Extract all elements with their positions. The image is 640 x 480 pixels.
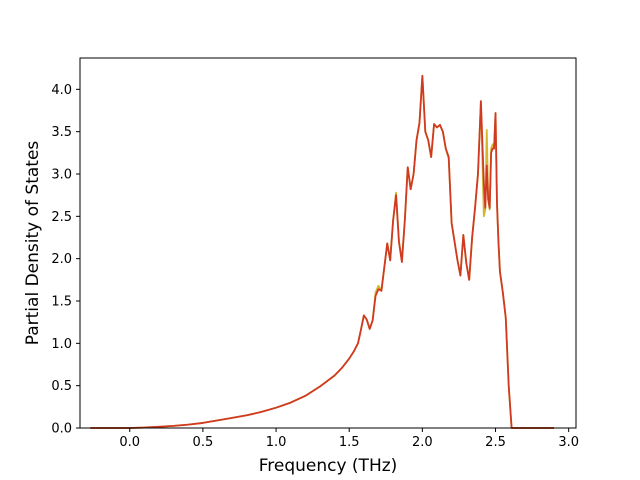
x-axis-label: Frequency (THz) bbox=[259, 456, 398, 476]
y-tick-label: 3.5 bbox=[51, 125, 72, 140]
y-tick-label: 1.5 bbox=[51, 294, 72, 309]
series-layer bbox=[90, 74, 555, 429]
x-tick-label: 2.0 bbox=[412, 435, 433, 450]
y-tick-label: 0.5 bbox=[51, 379, 72, 394]
x-tick-label: 3.0 bbox=[558, 435, 579, 450]
y-tick-label: 4.0 bbox=[51, 83, 72, 98]
y-tick-label: 3.0 bbox=[51, 167, 72, 182]
x-tick-label: 1.0 bbox=[266, 435, 287, 450]
x-tick-label: 2.5 bbox=[485, 435, 506, 450]
y-tick-label: 0.0 bbox=[51, 422, 72, 437]
plot-area-background bbox=[80, 58, 576, 428]
y-tick-label: 2.5 bbox=[51, 210, 72, 225]
y-tick-label: 2.0 bbox=[51, 252, 72, 267]
y-axis-ticks: 0.0 0.5 1.0 1.5 2.0 2.5 3.0 3.5 4.0 bbox=[51, 83, 80, 437]
x-tick-label: 0.0 bbox=[119, 435, 140, 450]
y-tick-label: 1.0 bbox=[51, 337, 72, 352]
plot-frame bbox=[79, 57, 577, 429]
y-axis-label: Partial Density of States bbox=[23, 141, 43, 346]
x-axis-ticks: 0.0 0.5 1.0 1.5 2.0 2.5 3.0 bbox=[119, 428, 579, 450]
x-tick-label: 1.5 bbox=[339, 435, 360, 450]
x-tick-label: 0.5 bbox=[193, 435, 214, 450]
series-line-2 bbox=[90, 74, 555, 429]
